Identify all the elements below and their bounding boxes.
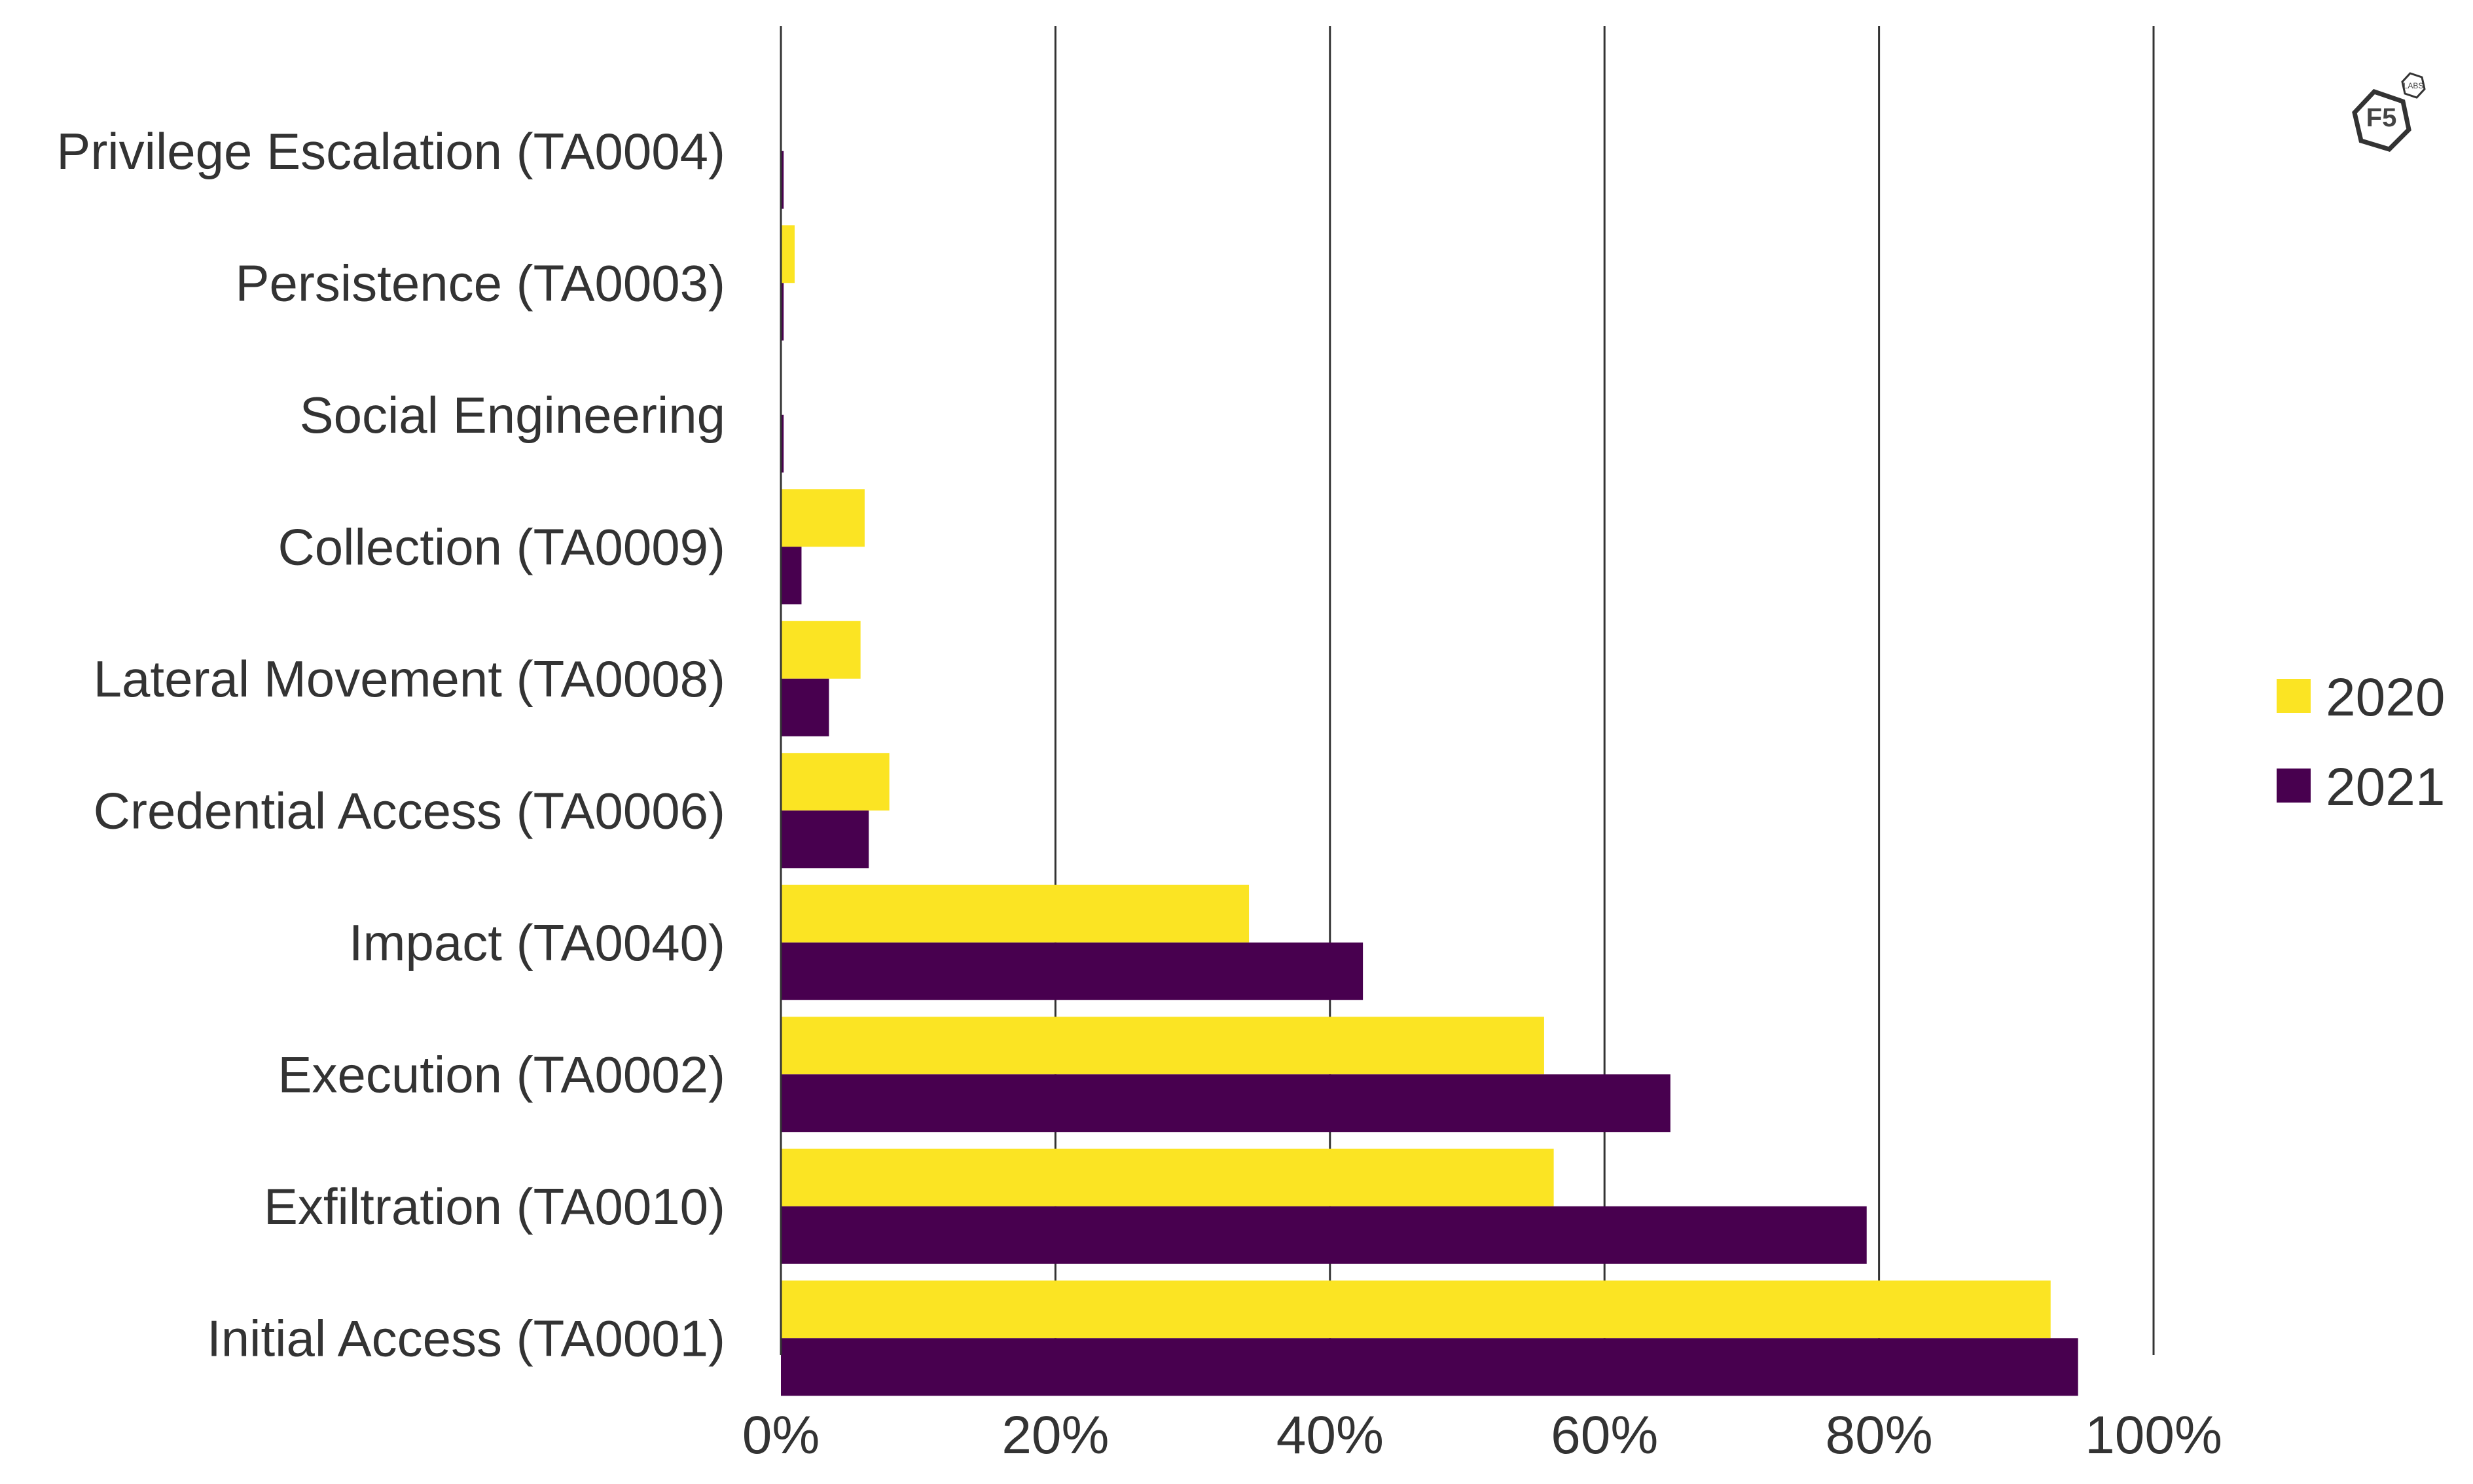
category-label: Collection (TA0009) — [278, 518, 725, 575]
bar-2020 — [781, 1280, 2051, 1339]
x-tick-label: 80% — [1826, 1405, 1933, 1465]
logo-hexagon — [2352, 88, 2411, 152]
category-label: Initial Access (TA0001) — [207, 1309, 725, 1367]
bar-2021 — [781, 1338, 2078, 1396]
x-tick-label: 0% — [742, 1405, 820, 1465]
gridlines — [1054, 26, 2155, 1355]
bar-2020 — [781, 1148, 1554, 1206]
bar-2021 — [781, 810, 869, 869]
bar-2020 — [781, 753, 890, 811]
category-label: Credential Access (TA0006) — [94, 782, 725, 839]
bars — [781, 151, 2078, 1396]
logo-small-hexagon — [2401, 72, 2426, 99]
bar-2021 — [781, 678, 829, 736]
x-tick-labels: 0% 20% 40% 60% 80% 100% — [742, 1405, 2222, 1465]
x-tick-label: 20% — [1002, 1405, 1109, 1465]
category-label: Privilege Escalation (TA0004) — [56, 122, 725, 180]
bar-2020 — [781, 225, 795, 283]
legend-swatch-2021 — [2277, 769, 2311, 803]
category-label: Social Engineering — [300, 386, 725, 444]
bar-2021 — [781, 547, 802, 605]
category-labels: Privilege Escalation (TA0004) Persistence… — [56, 122, 725, 1367]
legend: 2020 2021 — [2277, 668, 2445, 817]
category-label: Impact (TA0040) — [349, 914, 725, 971]
bar-2021 — [781, 1074, 1670, 1132]
bar-2021 — [781, 942, 1363, 1000]
bar-2020 — [781, 489, 865, 547]
x-tick-label: 40% — [1276, 1405, 1384, 1465]
x-tick-label: 100% — [2085, 1405, 2222, 1465]
bar-2021 — [781, 414, 784, 473]
bar-2021 — [781, 283, 784, 341]
legend-label-2021: 2021 — [2326, 757, 2445, 817]
legend-swatch-2020 — [2277, 679, 2311, 713]
category-label: Execution (TA0002) — [278, 1045, 725, 1103]
category-label: Lateral Movement (TA0008) — [94, 650, 725, 708]
bar-2021 — [781, 1206, 1867, 1264]
category-label: Exfiltration (TA0010) — [264, 1178, 725, 1235]
bar-2020 — [781, 621, 861, 679]
legend-label-2020: 2020 — [2326, 668, 2445, 727]
x-tick-label: 60% — [1551, 1405, 1658, 1465]
bar-2020 — [781, 1017, 1544, 1075]
category-label: Persistence (TA0003) — [235, 254, 725, 312]
logo-text: F5 — [2366, 103, 2397, 132]
logo-small-text: LABS — [2404, 81, 2424, 90]
bar-2020 — [781, 884, 1250, 943]
bar-2021 — [781, 151, 784, 209]
f5-labs-logo: F5 LABS — [2352, 72, 2426, 152]
